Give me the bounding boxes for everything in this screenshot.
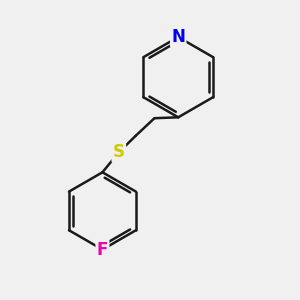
Text: N: N	[171, 28, 185, 46]
Text: S: S	[113, 143, 125, 161]
Text: F: F	[97, 241, 108, 259]
